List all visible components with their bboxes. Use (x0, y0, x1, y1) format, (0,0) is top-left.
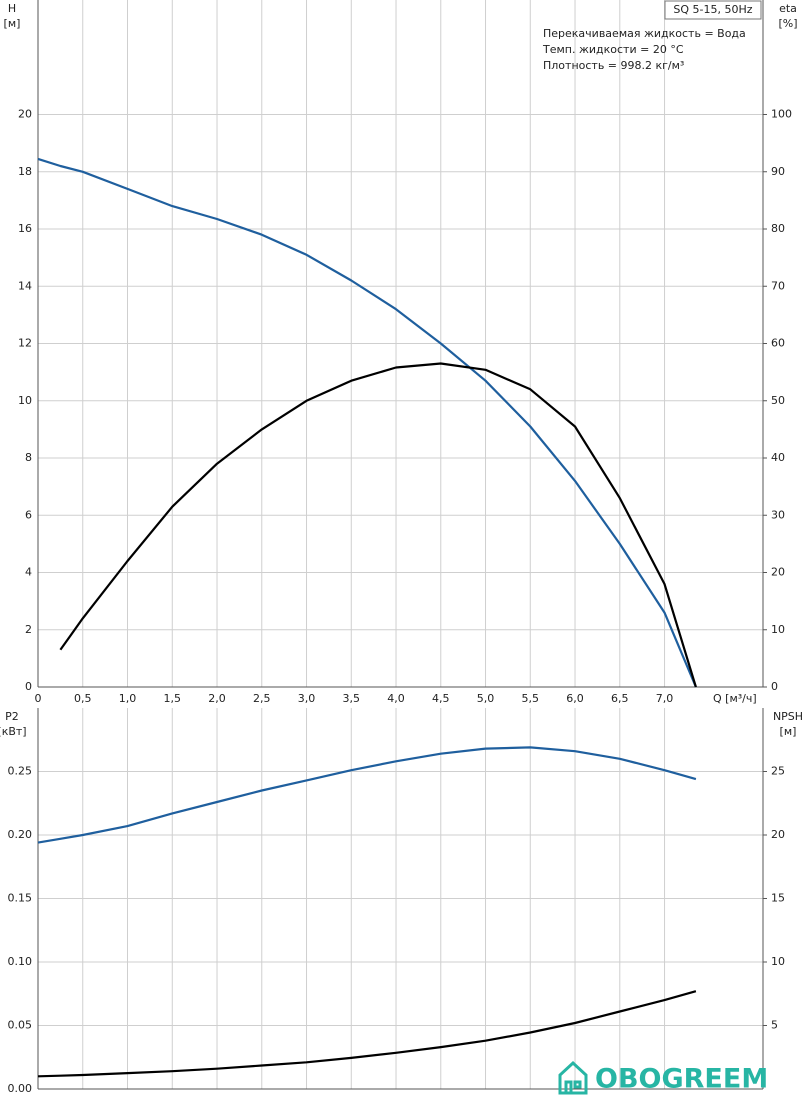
y-axis-unit: [кВт] (0, 725, 27, 738)
x-tick-label: 5,0 (477, 692, 495, 705)
x-tick-label: 2,5 (253, 692, 271, 705)
y-tick-label: 12 (18, 337, 32, 350)
y-tick-label: 0.15 (8, 892, 33, 905)
y2-tick-label: 25 (771, 765, 785, 778)
y-tick-label: 2 (25, 623, 32, 636)
y-tick-label: 8 (25, 451, 32, 464)
y-tick-label: 0.05 (8, 1019, 33, 1032)
x-tick-label: 6,5 (611, 692, 629, 705)
series-line (37, 990, 697, 1078)
x-tick-label: 3,0 (298, 692, 316, 705)
y-tick-label: 0.00 (8, 1082, 33, 1095)
x-tick-label: 4,0 (387, 692, 405, 705)
y2-axis-unit: [%] (778, 17, 797, 30)
y2-tick-label: 90 (771, 165, 785, 178)
y2-tick-label: 30 (771, 508, 785, 521)
y-tick-label: 0.20 (8, 828, 33, 841)
x-tick-label: 2,0 (208, 692, 226, 705)
y-tick-label: 10 (18, 394, 32, 407)
y2-tick-label: 80 (771, 222, 785, 235)
y-tick-label: 4 (25, 566, 32, 579)
x-tick-label: 4,5 (432, 692, 450, 705)
y-tick-label: 16 (18, 222, 32, 235)
y-tick-label: 20 (18, 108, 32, 121)
y2-axis-unit: [м] (780, 725, 797, 738)
annotation: Плотность = 998.2 кг/м³ (543, 59, 684, 72)
y2-tick-label: 50 (771, 394, 785, 407)
x-tick-label: 0,5 (74, 692, 92, 705)
x-axis-label: Q [м³/ч] (713, 692, 757, 705)
y2-tick-label: 40 (771, 451, 785, 464)
y2-tick-label: 0 (771, 680, 778, 693)
plot: 0 0,5 1,0 1,5 2,0 2,5 3,0 3,5 4,0 4,5 5,0 5,5 6,0 6,5… (4, 0, 798, 705)
y2-tick-label: 70 (771, 279, 785, 292)
chart-title: SQ 5-15, 50Hz (673, 3, 752, 16)
y-tick-label: 0.10 (8, 955, 33, 968)
y-tick-label: 14 (18, 279, 32, 292)
y2-tick-label: 5 (771, 1019, 778, 1032)
logo: OBOGREEM (558, 1060, 768, 1095)
series-line (59, 362, 697, 688)
y-tick-label: 0.25 (8, 765, 33, 778)
plot: 0.00 0.05 0.10 0.15 0.20 0.25 5 10 15 20 25 P2 [кВт]… (0, 708, 803, 1095)
y2-tick-label: 60 (771, 337, 785, 350)
x-tick-label: 0 (35, 692, 42, 705)
x-tick-label: 7,0 (656, 692, 674, 705)
title-box (664, 0, 762, 20)
y-axis-unit: [м] (4, 17, 21, 30)
annotation: Перекачиваемая жидкость = Вода (543, 27, 746, 40)
y-tick-label: 0 (25, 680, 32, 693)
y-axis-label: P2 (5, 710, 19, 723)
x-tick-label: 3,5 (343, 692, 361, 705)
y2-tick-label: 20 (771, 566, 785, 579)
y2-tick-label: 10 (771, 623, 785, 636)
y2-tick-label: 15 (771, 892, 785, 905)
series-line (37, 157, 697, 688)
annotation: Темп. жидкости = 20 °C (542, 43, 684, 56)
series-line (37, 746, 697, 844)
y2-tick-label: 20 (771, 828, 785, 841)
logo-icon (558, 1060, 588, 1095)
y2-tick-label: 10 (771, 955, 785, 968)
watermark: OBOGREEM (595, 1064, 768, 1095)
y-axis-label: H (8, 2, 16, 15)
y2-axis-label: NPSH (773, 710, 803, 723)
x-tick-label: 1,5 (164, 692, 182, 705)
x-tick-label: 1,0 (119, 692, 137, 705)
y-tick-label: 6 (25, 508, 32, 521)
y2-axis-label: eta (779, 2, 797, 15)
y-tick-label: 18 (18, 165, 32, 178)
x-tick-label: 6,0 (566, 692, 584, 705)
x-tick-label: 5,5 (522, 692, 540, 705)
y2-tick-label: 100 (771, 108, 792, 121)
